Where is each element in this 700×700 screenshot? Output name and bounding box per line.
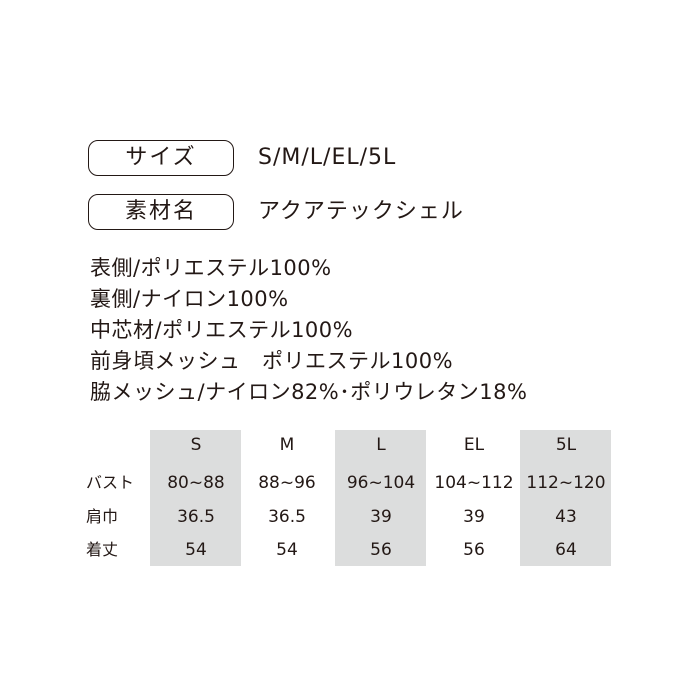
- table-cell: 104~112: [434, 473, 514, 493]
- table-cell: 54: [276, 540, 298, 560]
- table-cell: 64: [555, 540, 577, 560]
- table-cell: 43: [555, 507, 577, 527]
- column-shade: [335, 430, 426, 566]
- table-cell: 36.5: [177, 507, 215, 527]
- table-cell: 96~104: [346, 473, 416, 493]
- material-line: 表側/ポリエステル100%: [90, 256, 332, 280]
- table-cell: 39: [463, 507, 485, 527]
- table-cell: 88~96: [258, 473, 316, 493]
- spec-value: アクアテックシェル: [258, 199, 464, 224]
- column-shade: [150, 430, 241, 566]
- spec-value: S/M/L/EL/5L: [258, 145, 397, 170]
- table-cell: 80~88: [167, 473, 225, 493]
- column-header: L: [376, 435, 386, 455]
- table-cell: 36.5: [268, 507, 306, 527]
- row-label: バスト: [86, 473, 135, 492]
- table-cell: 56: [463, 540, 485, 560]
- row-label: 肩巾: [86, 507, 119, 526]
- material-line: 脇メッシュ/ナイロン82%･ポリウレタン18%: [90, 380, 528, 404]
- spec-label: サイズ: [88, 140, 234, 176]
- column-header: 5L: [555, 435, 577, 455]
- material-line: 裏側/ナイロン100%: [90, 287, 289, 311]
- material-line: 中芯材/ポリエステル100%: [90, 318, 354, 342]
- column-header: M: [279, 435, 295, 455]
- column-header: EL: [463, 435, 485, 455]
- column-shade: [520, 430, 611, 566]
- table-cell: 56: [370, 540, 392, 560]
- table-cell: 112~120: [526, 473, 606, 493]
- row-label: 着丈: [86, 540, 119, 559]
- material-line: 前身頃メッシュ ポリエステル100%: [90, 349, 454, 373]
- column-header: S: [190, 435, 202, 455]
- spec-label: 素材名: [88, 194, 234, 230]
- table-cell: 54: [185, 540, 207, 560]
- table-cell: 39: [370, 507, 392, 527]
